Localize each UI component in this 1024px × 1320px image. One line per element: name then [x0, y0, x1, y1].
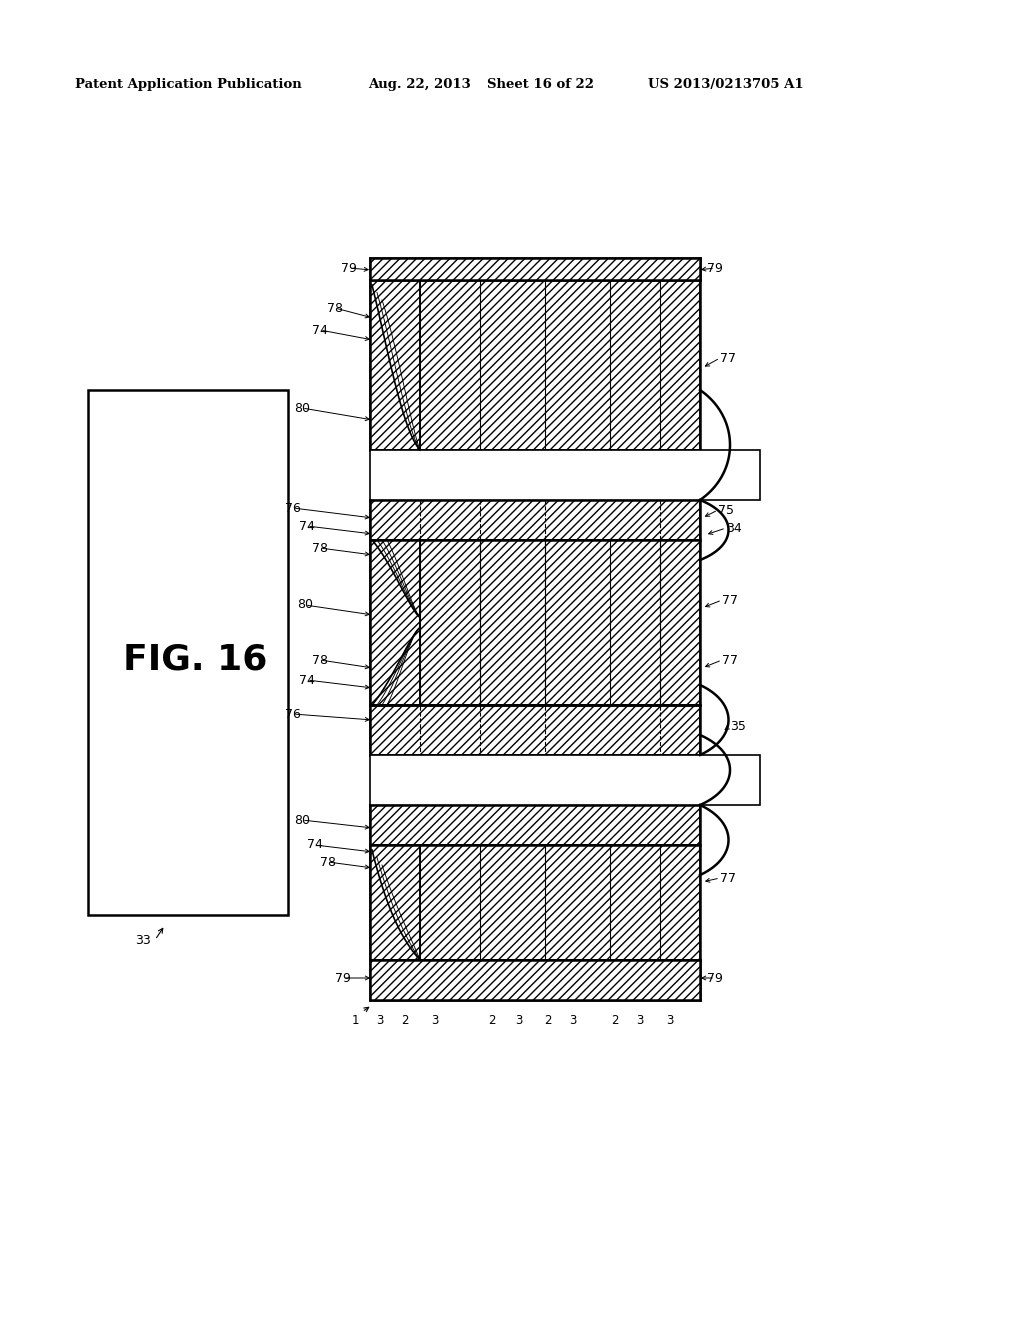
Text: 3: 3	[636, 1014, 644, 1027]
Text: 78: 78	[312, 541, 328, 554]
Text: 78: 78	[327, 301, 343, 314]
Text: Aug. 22, 2013: Aug. 22, 2013	[368, 78, 471, 91]
Text: 74: 74	[299, 673, 315, 686]
Bar	[88, 389, 288, 915]
Text: 78: 78	[312, 653, 328, 667]
Text: FIG. 16: FIG. 16	[123, 643, 267, 677]
Text: Sheet 16 of 22: Sheet 16 of 22	[487, 78, 594, 91]
Text: 3: 3	[431, 1014, 438, 1027]
Bar	[370, 280, 420, 450]
Text: 74: 74	[299, 520, 315, 532]
Text: 34: 34	[726, 521, 741, 535]
Text: 77: 77	[720, 351, 736, 364]
Text: 35: 35	[730, 719, 745, 733]
Text: 79: 79	[341, 261, 357, 275]
Text: 74: 74	[312, 323, 328, 337]
Text: 74: 74	[307, 838, 323, 851]
Text: 1: 1	[351, 1014, 358, 1027]
Bar	[420, 280, 700, 450]
Text: 78: 78	[319, 855, 336, 869]
Text: 77: 77	[722, 594, 738, 606]
Text: 2: 2	[544, 1014, 552, 1027]
Text: 2: 2	[611, 1014, 618, 1027]
Bar	[370, 257, 700, 280]
Text: 35: 35	[730, 450, 745, 462]
Text: 79: 79	[707, 972, 723, 985]
Bar	[370, 960, 700, 1001]
Bar	[370, 845, 420, 960]
Text: 80: 80	[297, 598, 313, 611]
Bar	[370, 450, 760, 500]
Bar	[370, 805, 700, 845]
Text: 79: 79	[707, 261, 723, 275]
Bar	[370, 540, 420, 705]
Bar	[420, 845, 700, 960]
Text: US 2013/0213705 A1: US 2013/0213705 A1	[648, 78, 804, 91]
Text: 2: 2	[401, 1014, 409, 1027]
Text: 2: 2	[488, 1014, 496, 1027]
Text: 77: 77	[720, 871, 736, 884]
Text: 76: 76	[285, 502, 301, 515]
Text: 80: 80	[294, 813, 310, 826]
Text: 75: 75	[718, 503, 734, 516]
Text: 3: 3	[569, 1014, 577, 1027]
Bar	[370, 705, 700, 755]
Text: 76: 76	[285, 708, 301, 721]
Bar	[370, 500, 700, 540]
Text: 3: 3	[515, 1014, 522, 1027]
Bar	[420, 540, 700, 705]
Text: 33: 33	[135, 933, 151, 946]
Bar	[370, 755, 760, 805]
Text: 3: 3	[376, 1014, 384, 1027]
Text: 3: 3	[667, 1014, 674, 1027]
Text: Patent Application Publication: Patent Application Publication	[75, 78, 302, 91]
Text: 77: 77	[722, 653, 738, 667]
Text: 79: 79	[335, 972, 351, 985]
Text: 80: 80	[294, 401, 310, 414]
Text: 34: 34	[726, 784, 741, 796]
Text: 75: 75	[718, 767, 734, 780]
